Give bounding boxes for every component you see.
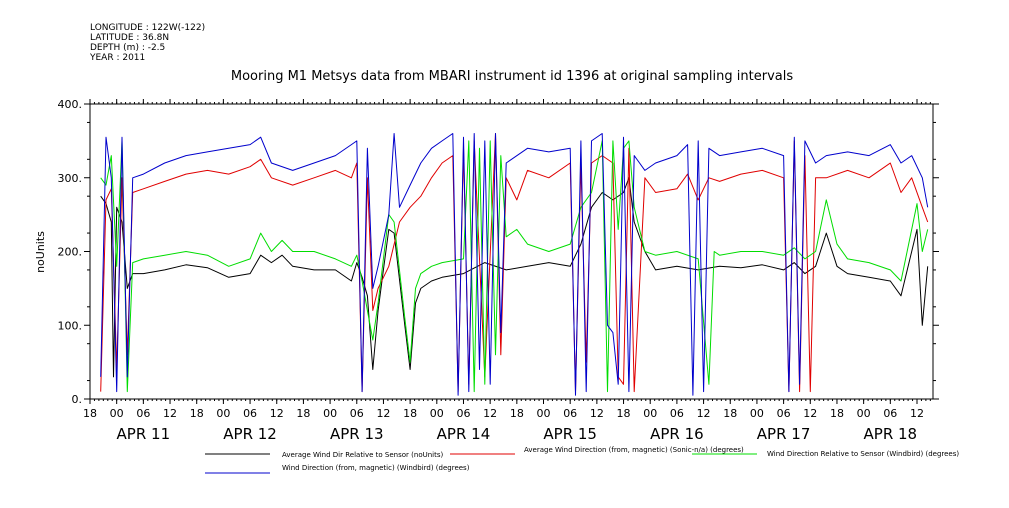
x-date-label: APR 14 (437, 425, 491, 443)
x-hour-label: 12 (376, 407, 390, 420)
x-hour-label: 12 (163, 407, 177, 420)
x-hour-label: 06 (350, 407, 364, 420)
legend: Average Wind Dir Relative to Sensor (noU… (205, 446, 959, 474)
x-hour-label: 12 (697, 407, 711, 420)
x-hour-label: 18 (190, 407, 204, 420)
x-hour-label: 18 (617, 407, 631, 420)
x-hour-label: 00 (323, 407, 337, 420)
x-hour-label: 12 (910, 407, 924, 420)
legend-label-2: Average Wind Direction (from, magnetic) … (524, 446, 744, 454)
y-tick-label: 0. (72, 393, 83, 406)
y-tick-label: 200. (58, 246, 83, 259)
x-date-label: APR 13 (330, 425, 384, 443)
x-hour-label: 18 (830, 407, 844, 420)
x-date-label: APR 18 (864, 425, 918, 443)
x-hour-label: 18 (296, 407, 310, 420)
x-hour-label: 00 (216, 407, 230, 420)
x-hour-label: 18 (403, 407, 417, 420)
x-hour-label: 06 (883, 407, 897, 420)
plot-frame (89, 103, 934, 400)
x-hour-label: 00 (430, 407, 444, 420)
y-tick-label: 100. (58, 319, 83, 332)
year-label: YEAR : 2011 (89, 53, 145, 63)
x-hour-label: 00 (857, 407, 871, 420)
x-date-label: APR 15 (543, 425, 597, 443)
latitude-label: LATITUDE : 36.8N (90, 33, 169, 43)
series-group (100, 133, 929, 396)
y-tick-label: 300. (58, 172, 83, 185)
series-line-3 (100, 140, 929, 393)
y-tick-label: 400. (58, 98, 83, 111)
series-line-1 (100, 177, 929, 378)
x-hour-label: 06 (670, 407, 684, 420)
legend-label-4: Wind Direction (from, magnetic) (Windbir… (282, 464, 470, 472)
x-hour-label: 12 (590, 407, 604, 420)
x-date-label: APR 17 (757, 425, 811, 443)
x-hour-label: 12 (803, 407, 817, 420)
series-line-4 (100, 133, 929, 396)
x-hour-label: 06 (777, 407, 791, 420)
x-date-label: APR 16 (650, 425, 704, 443)
x-hour-label: 00 (537, 407, 551, 420)
x-axis: 18 00 06 12 18 00 06 12 18 00 06 12 18 00 06 12 18 00 06 12… (83, 99, 931, 443)
y-axis: 0. 100. 200. 300. 400. (58, 98, 939, 406)
x-hour-label: 06 (456, 407, 470, 420)
series-line-2 (100, 133, 929, 393)
longitude-label: LONGITUDE : 122W(-122) (90, 23, 205, 33)
x-date-label: APR 11 (117, 425, 171, 443)
chart-title: Mooring M1 Metsys data from MBARI instru… (231, 69, 793, 84)
x-hour-label: 18 (510, 407, 524, 420)
x-hour-label: 00 (643, 407, 657, 420)
x-hour-label: 18 (83, 407, 97, 420)
x-date-label: APR 12 (223, 425, 277, 443)
x-hour-label: 00 (750, 407, 764, 420)
x-hour-label: 06 (563, 407, 577, 420)
x-hour-label: 06 (136, 407, 150, 420)
x-hour-label: 00 (110, 407, 124, 420)
x-hour-label: 06 (243, 407, 257, 420)
y-axis-label: noUnits (34, 231, 47, 273)
legend-label-3: Wind Direction Relative to Sensor (Windb… (767, 450, 959, 458)
x-hour-label: 18 (723, 407, 737, 420)
x-hour-label: 12 (270, 407, 284, 420)
legend-label-1: Average Wind Dir Relative to Sensor (noU… (282, 451, 443, 459)
x-hour-label: 12 (483, 407, 497, 420)
depth-label: DEPTH (m) : -2.5 (90, 43, 165, 53)
